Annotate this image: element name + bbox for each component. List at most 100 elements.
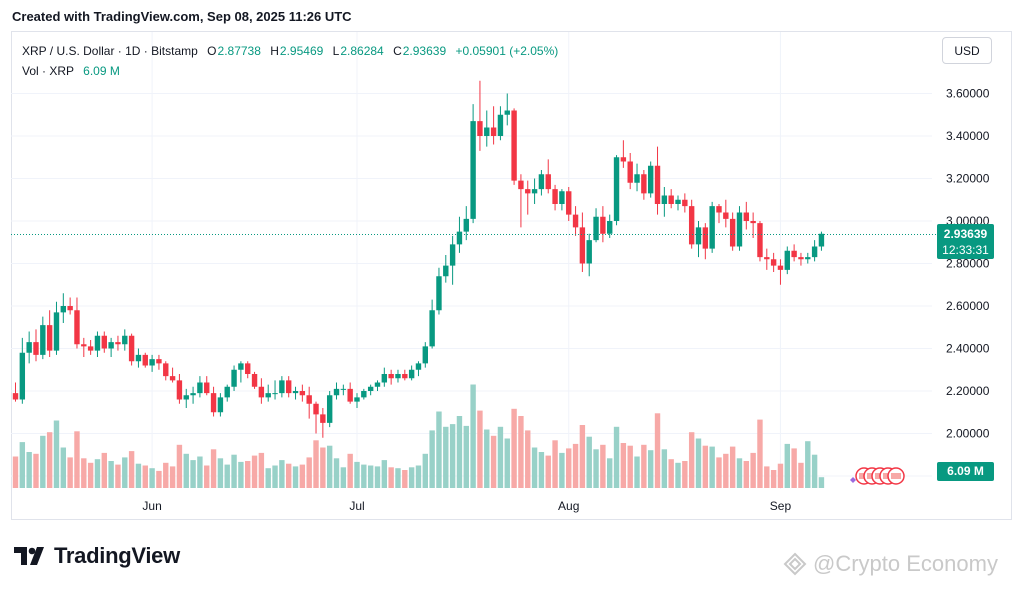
candle-body bbox=[463, 218, 469, 232]
currency-button[interactable]: USD bbox=[942, 37, 992, 64]
volume-bar bbox=[26, 452, 32, 488]
volume-bar bbox=[313, 440, 319, 488]
volume-bar bbox=[101, 452, 107, 488]
candle-body bbox=[641, 174, 647, 194]
candle-body bbox=[456, 231, 463, 245]
candle-body bbox=[654, 165, 661, 204]
volume-bar bbox=[613, 426, 620, 488]
volume-bar bbox=[367, 465, 374, 488]
volume-bar bbox=[210, 449, 217, 488]
price-tick-label: 2.60000 bbox=[946, 299, 990, 313]
volume-bar bbox=[443, 426, 449, 488]
price-tick-label: 2.00000 bbox=[946, 427, 990, 441]
volume-bar bbox=[286, 463, 292, 488]
chart-legend: XRP / U.S. Dollar · 1D · Bitstamp O2.877… bbox=[22, 41, 558, 81]
volume-bar bbox=[702, 445, 709, 488]
candle-body bbox=[306, 395, 312, 404]
volume-bar bbox=[245, 461, 251, 488]
volume-bar bbox=[231, 454, 237, 488]
candle-body bbox=[367, 386, 374, 391]
candle-body bbox=[709, 206, 715, 249]
volume-bar bbox=[272, 465, 278, 488]
volume-bar bbox=[518, 416, 524, 488]
change-value: +0.05901 (+2.05%) bbox=[455, 44, 559, 58]
tradingview-logo-icon bbox=[14, 547, 44, 565]
volume-bar bbox=[190, 460, 196, 488]
price-tick-label: 2.40000 bbox=[946, 342, 990, 356]
volume-bar bbox=[94, 459, 101, 488]
volume-bar bbox=[641, 444, 647, 488]
volume-bar bbox=[716, 457, 722, 488]
price-tick-label: 2.80000 bbox=[946, 257, 990, 271]
created-with-note: Created with TradingView.com, Sep 08, 20… bbox=[12, 9, 352, 24]
volume-bar bbox=[791, 448, 797, 488]
candle-body bbox=[204, 382, 210, 394]
candle-body bbox=[402, 374, 408, 379]
candle-body bbox=[566, 191, 572, 215]
candle-body bbox=[449, 244, 456, 266]
candle-body bbox=[279, 380, 285, 394]
volume-label[interactable]: Vol · XRP bbox=[22, 64, 74, 78]
volume-bar bbox=[115, 464, 121, 488]
candle-body bbox=[381, 374, 388, 383]
volume-tag: 6.09 M bbox=[937, 462, 994, 481]
volume-bar bbox=[408, 467, 415, 488]
volume-bar bbox=[265, 468, 271, 488]
volume-bar bbox=[251, 455, 258, 488]
candle-body bbox=[169, 376, 176, 381]
volume-bar bbox=[757, 419, 763, 488]
time-tick-label: Sep bbox=[770, 499, 792, 513]
volume-bar bbox=[764, 466, 770, 488]
volume-bar bbox=[675, 462, 681, 488]
volume-bar bbox=[661, 449, 668, 488]
chart-overlays bbox=[11, 234, 936, 485]
volume-bar bbox=[108, 461, 114, 488]
volume-bar bbox=[634, 456, 640, 488]
price-tick-label: 3.60000 bbox=[946, 87, 990, 101]
candle-body bbox=[675, 199, 681, 204]
volume-bar bbox=[60, 447, 67, 488]
candle-body bbox=[723, 212, 729, 219]
candle-body bbox=[545, 174, 551, 190]
volume-bar bbox=[388, 467, 394, 488]
volume-row: Vol · XRP 6.09 M bbox=[22, 61, 558, 81]
volume-bar bbox=[600, 444, 606, 488]
candle-body bbox=[729, 218, 736, 247]
volume-bar bbox=[149, 468, 155, 488]
candle-body bbox=[682, 199, 688, 207]
volume-bar bbox=[456, 416, 463, 488]
volume-bar bbox=[33, 453, 39, 488]
candle-body bbox=[60, 306, 67, 313]
symbol-title[interactable]: XRP / U.S. Dollar · 1D · Bitstamp bbox=[22, 44, 198, 58]
volume-bar bbox=[46, 432, 53, 488]
volume-value: 6.09 M bbox=[83, 64, 120, 78]
volume-bar bbox=[586, 436, 592, 488]
candle-body bbox=[811, 246, 818, 258]
volume-bar bbox=[709, 446, 715, 488]
candle-body bbox=[572, 214, 579, 228]
candle-body bbox=[320, 414, 326, 423]
chart-frame[interactable] bbox=[11, 31, 1012, 520]
candle-body bbox=[805, 257, 811, 260]
volume-bar bbox=[770, 470, 777, 488]
candle-body bbox=[19, 352, 26, 400]
candle-body bbox=[286, 380, 292, 394]
tradingview-wordmark: TradingView bbox=[54, 543, 180, 568]
low-value: 2.86284 bbox=[340, 44, 384, 58]
volume-bar bbox=[654, 413, 661, 488]
volume-bar bbox=[53, 420, 60, 488]
candle-body bbox=[176, 380, 183, 400]
crypto-economy-logo-icon bbox=[783, 552, 807, 576]
candle-body bbox=[750, 221, 756, 224]
volume-bar bbox=[798, 462, 804, 488]
price-tick-label: 3.40000 bbox=[946, 129, 990, 143]
open-value: 2.87738 bbox=[217, 44, 261, 58]
candle-body bbox=[340, 388, 347, 390]
candle-body bbox=[647, 165, 654, 194]
volume-bar bbox=[579, 425, 586, 488]
candle-body bbox=[81, 344, 87, 347]
volume-bar bbox=[750, 452, 756, 488]
volume-bar bbox=[176, 444, 183, 488]
volume-bar bbox=[545, 455, 551, 488]
